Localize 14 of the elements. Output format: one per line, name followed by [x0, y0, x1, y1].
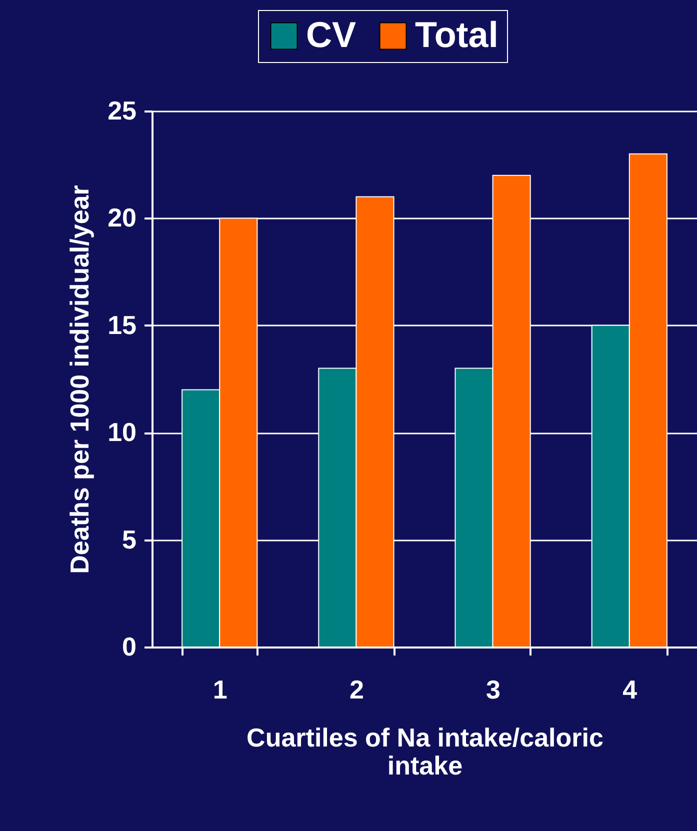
- x-tick-label: 3: [486, 674, 501, 704]
- y-tick-label: 0: [122, 632, 136, 662]
- y-tick-label: 15: [108, 310, 136, 340]
- y-tick-label: 20: [108, 202, 136, 233]
- legend-label: Total: [415, 14, 498, 55]
- x-tick-label: 2: [349, 674, 364, 704]
- x-tick-label: 1: [212, 674, 228, 704]
- y-tick-label: 25: [108, 96, 136, 126]
- x-tick-label: 4: [622, 674, 638, 704]
- legend-label: CV: [306, 14, 356, 55]
- y-axis-title: Deaths per 1000 individual/year: [64, 185, 95, 574]
- x-axis-title: Cuartiles of Na intake/caloric intake: [246, 722, 604, 780]
- y-tick-label: 10: [108, 417, 136, 448]
- y-tick-label: 5: [122, 524, 136, 554]
